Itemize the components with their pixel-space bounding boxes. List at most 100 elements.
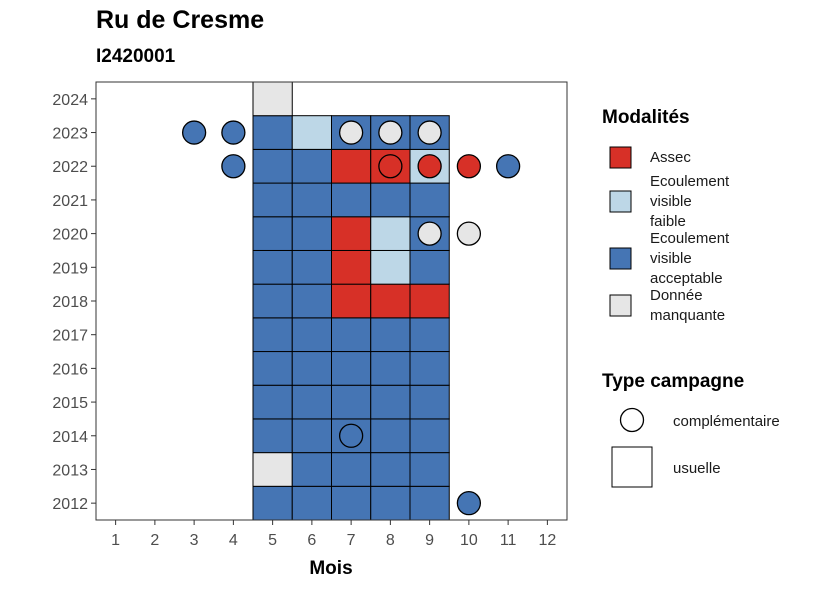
tile-2016-6 — [291, 351, 332, 386]
tile-2022-5 — [252, 148, 293, 184]
x-tick-label: 10 — [460, 532, 478, 549]
point-2012-10 — [456, 491, 482, 516]
legend: ModalitésAssecEcoulementvisiblefaibleEco… — [602, 107, 780, 488]
legend-key-3 — [609, 294, 632, 317]
point-2014-7 — [338, 423, 364, 448]
y-tick-label: 2024 — [52, 92, 88, 109]
point-2023-3 — [181, 120, 207, 145]
y-tick-label: 2013 — [52, 462, 88, 479]
legend-key-0 — [609, 146, 632, 169]
x-tick-label: 11 — [500, 532, 517, 549]
point-2022-10 — [456, 154, 482, 179]
tile-2024-5 — [252, 81, 293, 117]
x-tick-label: 5 — [268, 532, 277, 549]
tile-2019-5 — [252, 249, 293, 285]
tile-2019-7 — [331, 249, 372, 285]
point-2023-4 — [221, 120, 246, 145]
point-2022-4 — [221, 154, 246, 179]
tile-2021-7 — [331, 182, 372, 218]
x-tick-label: 7 — [347, 532, 356, 549]
tile-2015-8 — [370, 384, 411, 420]
point-2022-8 — [378, 154, 403, 179]
point-2023-8 — [378, 120, 403, 145]
legend-label-1: faible — [650, 213, 686, 230]
legend-label-2: acceptable — [650, 270, 723, 287]
legend-label-0: Assec — [650, 149, 691, 166]
point-2020-9 — [417, 221, 442, 246]
tile-2012-9 — [409, 485, 450, 521]
tile-2013-8 — [370, 452, 411, 487]
tile-2014-5 — [252, 418, 293, 454]
legend-key-2 — [609, 247, 632, 270]
legend-square-key — [611, 446, 653, 488]
tile-2014-8 — [370, 418, 411, 454]
plot-area — [95, 81, 568, 521]
tile-2021-6 — [291, 182, 332, 218]
x-tick-label: 2 — [150, 532, 159, 549]
tile-2023-5 — [252, 115, 293, 150]
tile-2014-9 — [409, 418, 450, 454]
legend-label-1: Ecoulement — [650, 173, 730, 190]
tile-2015-6 — [291, 384, 332, 420]
tile-2015-5 — [252, 384, 293, 420]
tile-2013-6 — [291, 452, 332, 487]
x-tick-label: 4 — [229, 532, 238, 549]
y-tick-label: 2019 — [52, 260, 88, 277]
point-2022-9 — [417, 154, 442, 179]
tile-2015-7 — [331, 384, 372, 420]
tile-2012-7 — [331, 485, 372, 521]
tile-2022-6 — [291, 148, 332, 184]
tile-2020-7 — [331, 216, 372, 251]
legend-label-2: visible — [650, 250, 692, 267]
tile-2018-7 — [331, 283, 372, 319]
chart-title: Ru de Cresme — [96, 6, 265, 34]
y-tick-label: 2018 — [52, 294, 88, 311]
chart-subtitle: I2420001 — [96, 46, 176, 67]
tile-2018-6 — [291, 283, 332, 319]
y-tick-label: 2016 — [52, 361, 88, 378]
tile-2023-6 — [291, 115, 332, 150]
tile-2017-6 — [291, 317, 332, 353]
legend-label-1: visible — [650, 193, 692, 210]
legend-label-3: manquante — [650, 307, 725, 324]
y-tick-label: 2022 — [52, 159, 88, 176]
tile-2013-5 — [252, 452, 293, 487]
tile-2016-5 — [252, 351, 293, 386]
y-tick-label: 2015 — [52, 395, 88, 412]
x-tick-label: 6 — [307, 532, 316, 549]
tile-2019-6 — [291, 249, 332, 285]
tile-2016-9 — [409, 351, 450, 386]
axes: 1 2 3 4 5 6 7 8 9 10 11 122012201320142015201620172… — [52, 92, 556, 549]
legend-label-usuelle: usuelle — [673, 460, 721, 477]
tile-2013-9 — [409, 452, 450, 487]
y-tick-label: 2012 — [52, 496, 88, 513]
legend-title-type-campagne: Type campagne — [602, 371, 744, 392]
tile-2014-6 — [291, 418, 332, 454]
y-tick-label: 2014 — [52, 429, 88, 446]
tile-2019-8 — [370, 249, 411, 285]
x-tick-label: 1 — [111, 532, 120, 549]
tile-2022-7 — [331, 148, 372, 184]
tile-2020-6 — [291, 216, 332, 251]
x-tick-label: 3 — [190, 532, 199, 549]
tile-2021-9 — [409, 182, 450, 218]
x-tick-label: 12 — [538, 532, 556, 549]
tile-2012-8 — [370, 485, 411, 521]
tile-2017-5 — [252, 317, 293, 353]
tile-2018-5 — [252, 283, 293, 319]
legend-circle-key — [619, 407, 645, 433]
legend-label-complementaire: complémentaire — [673, 413, 780, 430]
y-tick-label: 2017 — [52, 328, 88, 345]
legend-key-1 — [609, 190, 632, 213]
tile-2017-8 — [370, 317, 411, 353]
tile-2018-8 — [370, 283, 411, 319]
tile-2016-8 — [370, 351, 411, 386]
tile-2015-9 — [409, 384, 450, 420]
tile-2012-6 — [291, 485, 332, 521]
point-2023-9 — [417, 120, 442, 145]
x-tick-label: 9 — [425, 532, 434, 549]
tile-2020-5 — [252, 216, 293, 251]
tile-2021-8 — [370, 182, 411, 218]
point-2023-7 — [338, 120, 364, 145]
point-2020-10 — [456, 221, 482, 246]
